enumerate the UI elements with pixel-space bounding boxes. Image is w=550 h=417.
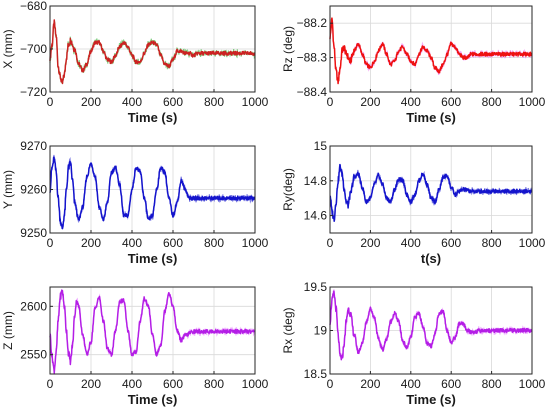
chart-panel-5: 0 200 400 600 800 1000 2600 2550 Time (s) Z (mm) bbox=[1, 286, 269, 407]
y-tick-label: 19.5 bbox=[304, 280, 328, 294]
x-tick-label: 1000 bbox=[242, 95, 269, 109]
y-tick-label: −700 bbox=[20, 42, 47, 56]
x-axis-label: t(s) bbox=[421, 251, 441, 266]
y-tick-label: 2600 bbox=[20, 299, 47, 313]
x-tick-label: 400 bbox=[122, 95, 142, 109]
y-tick-label: 15 bbox=[314, 139, 328, 153]
x-tick-label: 600 bbox=[441, 377, 461, 391]
x-tick-label: 800 bbox=[204, 377, 224, 391]
axes-box bbox=[329, 145, 533, 234]
series-line bbox=[329, 163, 533, 223]
y-tick-label: 14.8 bbox=[304, 174, 328, 188]
x-tick-label: 200 bbox=[81, 95, 101, 109]
x-tick-label: 1000 bbox=[242, 377, 269, 391]
chart-panel-4: 0 200 400 600 800 1000 15 14.8 14.6 t(s) Ry(deg) bbox=[281, 139, 546, 266]
x-axis-label: Time (s) bbox=[128, 392, 178, 407]
y-tick-label: −88.2 bbox=[297, 16, 328, 30]
x-tick-label: 600 bbox=[163, 236, 183, 250]
chart-panel-1: 0 200 400 600 800 1000 −680 −700 −720 Time (s) X (… bbox=[1, 0, 269, 125]
axes-box bbox=[329, 5, 533, 93]
y-axis-label: Rx (deg) bbox=[281, 307, 295, 353]
chart-panel-3: 0 200 400 600 800 1000 9270 9260 9250 Time (s) Y (… bbox=[1, 139, 269, 266]
y-axis-label: Z (mm) bbox=[1, 311, 15, 350]
y-tick-label: 9270 bbox=[20, 139, 47, 153]
y-tick-label: −88.3 bbox=[297, 51, 328, 65]
x-tick-label: 0 bbox=[47, 236, 54, 250]
x-tick-label: 0 bbox=[47, 95, 54, 109]
y-axis-label: X (mm) bbox=[1, 29, 15, 68]
y-axis-label: Y (mm) bbox=[1, 170, 15, 209]
x-tick-label: 800 bbox=[482, 377, 502, 391]
y-tick-label: 18.5 bbox=[304, 367, 328, 381]
x-tick-label: 1000 bbox=[519, 95, 546, 109]
y-tick-label: 2550 bbox=[20, 348, 47, 362]
axes-box bbox=[49, 286, 256, 375]
series-line bbox=[329, 17, 533, 85]
y-axis-label: Rz (deg) bbox=[281, 26, 295, 72]
x-tick-label: 600 bbox=[441, 95, 461, 109]
x-tick-label: 800 bbox=[482, 236, 502, 250]
x-tick-label: 600 bbox=[163, 95, 183, 109]
x-tick-label: 600 bbox=[163, 377, 183, 391]
x-axis-label: Time (s) bbox=[406, 110, 456, 125]
x-tick-label: 0 bbox=[327, 95, 334, 109]
chart-panel-2: 0 200 400 600 800 1000 −88.2 −88.3 −88.4 Time (s)… bbox=[281, 5, 546, 125]
x-tick-label: 1000 bbox=[242, 236, 269, 250]
x-tick-label: 200 bbox=[360, 95, 380, 109]
x-tick-label: 1000 bbox=[519, 377, 546, 391]
chart-panel-6: 0 200 400 600 800 1000 19.5 19 18.5 Time (s) Rx (d… bbox=[281, 280, 546, 407]
x-tick-label: 800 bbox=[482, 95, 502, 109]
x-tick-label: 200 bbox=[81, 236, 101, 250]
x-tick-label: 400 bbox=[401, 236, 421, 250]
x-tick-label: 800 bbox=[204, 95, 224, 109]
y-tick-label: 14.6 bbox=[304, 209, 328, 223]
series-line bbox=[49, 289, 256, 374]
series-line bbox=[49, 19, 256, 85]
x-tick-label: 600 bbox=[441, 236, 461, 250]
series-line bbox=[49, 156, 256, 230]
y-tick-label: 19 bbox=[314, 324, 328, 338]
y-tick-label: −88.4 bbox=[297, 85, 328, 99]
x-axis-label: Time (s) bbox=[406, 392, 456, 407]
y-tick-label: 9250 bbox=[20, 226, 47, 240]
x-tick-label: 0 bbox=[327, 236, 334, 250]
y-axis-label: Ry(deg) bbox=[281, 168, 295, 211]
y-tick-label: 9260 bbox=[20, 183, 47, 197]
y-tick-label: −720 bbox=[20, 85, 47, 99]
x-tick-label: 400 bbox=[122, 377, 142, 391]
x-tick-label: 1000 bbox=[519, 236, 546, 250]
x-tick-label: 0 bbox=[47, 377, 54, 391]
x-tick-label: 200 bbox=[81, 377, 101, 391]
x-tick-label: 200 bbox=[360, 236, 380, 250]
x-tick-label: 400 bbox=[122, 236, 142, 250]
x-tick-label: 400 bbox=[401, 377, 421, 391]
x-axis-label: Time (s) bbox=[128, 110, 178, 125]
x-tick-label: 400 bbox=[401, 95, 421, 109]
series-line bbox=[329, 290, 533, 361]
y-tick-label: −680 bbox=[20, 0, 47, 13]
x-tick-label: 800 bbox=[204, 236, 224, 250]
x-tick-label: 200 bbox=[360, 377, 380, 391]
x-tick-label: 0 bbox=[327, 377, 334, 391]
x-axis-label: Time (s) bbox=[128, 251, 178, 266]
